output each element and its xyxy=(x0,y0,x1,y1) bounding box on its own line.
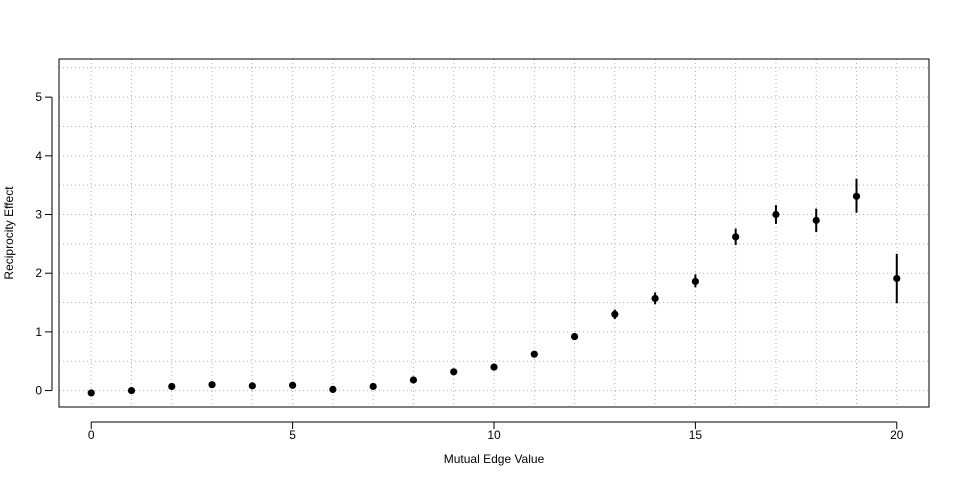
y-tick-label: 5 xyxy=(35,90,42,104)
data-point xyxy=(651,294,659,303)
x-tick-label: 15 xyxy=(689,428,703,442)
y-tick-label: 2 xyxy=(35,266,42,280)
data-point xyxy=(691,277,699,286)
data-point xyxy=(732,233,740,241)
x-tick-label: 20 xyxy=(890,428,904,442)
data-point xyxy=(168,382,176,391)
data-point xyxy=(248,382,256,390)
data-point xyxy=(289,381,297,389)
data-point xyxy=(852,192,861,200)
x-tick-label: 0 xyxy=(88,428,95,442)
y-axis-title: Reciprocity Effect xyxy=(2,186,16,280)
data-point xyxy=(208,381,216,389)
y-tick-label: 3 xyxy=(35,208,42,222)
x-tick-label: 10 xyxy=(487,428,501,442)
data-point xyxy=(893,274,901,283)
x-axis-title: Mutual Edge Value xyxy=(444,452,545,466)
data-point xyxy=(87,389,95,397)
y-axis: 0 1 2 3 4 5 xyxy=(35,90,53,398)
data-point xyxy=(329,385,337,393)
grid-lines xyxy=(59,59,929,407)
data-points xyxy=(87,192,901,397)
data-point xyxy=(369,382,377,391)
y-tick-label: 4 xyxy=(35,149,42,163)
data-point xyxy=(127,386,136,395)
data-point xyxy=(490,363,498,371)
data-point xyxy=(812,216,820,224)
y-tick-label: 1 xyxy=(35,325,42,339)
x-tick-label: 5 xyxy=(289,428,296,442)
data-point xyxy=(570,332,579,341)
data-point xyxy=(530,350,538,358)
plot-frame xyxy=(58,58,930,408)
data-point xyxy=(611,310,619,318)
data-point xyxy=(450,368,458,376)
data-point xyxy=(409,376,418,384)
x-axis: 0 5 10 15 20 xyxy=(88,421,904,442)
y-tick-label: 0 xyxy=(35,384,42,398)
data-point xyxy=(772,210,780,219)
